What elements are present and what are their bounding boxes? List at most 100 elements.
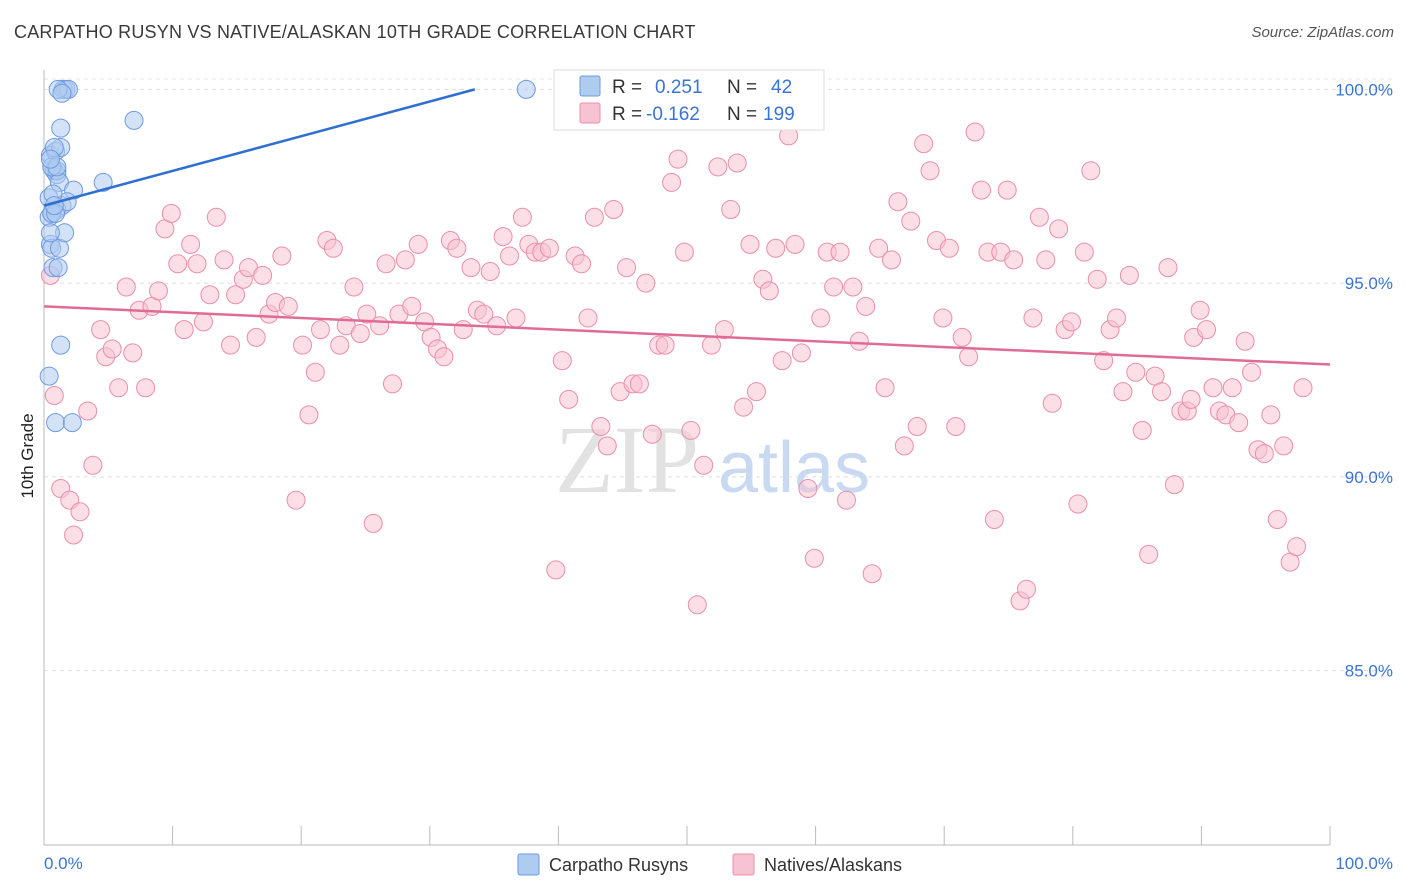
data-point <box>91 320 111 340</box>
data-point <box>272 246 292 266</box>
bottom-legend-label-natives: Natives/Alaskans <box>764 855 902 875</box>
data-point <box>323 238 343 258</box>
data-point <box>123 343 143 363</box>
data-point <box>1242 362 1262 382</box>
data-point <box>278 296 298 316</box>
legend-n-value-natives: 199 <box>763 104 795 125</box>
data-point <box>174 320 194 340</box>
data-point <box>461 258 481 278</box>
data-point <box>357 304 377 324</box>
chart-title: CARPATHO RUSYN VS NATIVE/ALASKAN 10TH GR… <box>14 22 696 42</box>
data-point <box>62 413 82 433</box>
data-point <box>766 238 786 258</box>
data-point <box>330 335 350 355</box>
data-point <box>161 203 181 223</box>
x-tick-label: 100.0% <box>1335 854 1393 873</box>
data-point <box>552 351 572 371</box>
data-point <box>220 335 240 355</box>
data-point <box>200 285 220 305</box>
data-point <box>408 234 428 254</box>
y-tick-label: 90.0% <box>1345 468 1393 487</box>
data-point <box>578 308 598 328</box>
data-point <box>124 110 144 130</box>
data-point <box>214 250 234 270</box>
data-point <box>193 312 213 332</box>
data-point <box>1042 393 1062 413</box>
data-point <box>253 265 273 285</box>
data-point <box>617 258 637 278</box>
data-point <box>1081 161 1101 181</box>
data-point <box>1190 300 1210 320</box>
data-point <box>856 296 876 316</box>
data-point <box>70 502 90 522</box>
y-tick-labels: 85.0% 90.0% 95.0% 100.0% <box>1335 80 1393 680</box>
data-point <box>93 172 113 192</box>
data-point <box>759 281 779 301</box>
legend-swatch-natives <box>579 102 601 124</box>
data-point <box>971 180 991 200</box>
data-point <box>116 277 136 297</box>
trend-line-carpatho-rusyns <box>43 88 476 207</box>
data-point <box>1004 250 1024 270</box>
data-point <box>1126 362 1146 382</box>
data-point <box>48 258 68 278</box>
series-natives-alaskans <box>40 122 1313 615</box>
data-point <box>1087 269 1107 289</box>
data-point <box>1274 436 1294 456</box>
data-point <box>447 238 467 258</box>
y-tick-label: 95.0% <box>1345 274 1393 293</box>
data-point <box>1293 378 1313 398</box>
data-point <box>1017 579 1037 599</box>
data-point <box>1119 265 1139 285</box>
data-point <box>901 211 921 231</box>
legend-r-value-carpatho: 0.251 <box>655 77 703 98</box>
data-point <box>655 335 675 355</box>
data-point <box>480 262 500 281</box>
data-point <box>516 79 536 99</box>
data-point <box>1164 475 1184 495</box>
data-point <box>51 118 71 138</box>
data-point <box>1203 378 1223 398</box>
data-point <box>1287 537 1307 557</box>
data-point <box>791 343 811 363</box>
data-point <box>539 238 559 258</box>
trend-line-natives-alaskans <box>43 305 1331 366</box>
bottom-legend-label-carpatho: Carpatho Rusyns <box>549 855 688 875</box>
data-point <box>148 281 168 301</box>
data-point <box>933 308 953 328</box>
data-point <box>959 347 979 367</box>
data-point <box>512 207 532 227</box>
data-point <box>1062 312 1082 332</box>
data-point <box>572 254 592 274</box>
data-point <box>83 455 103 475</box>
data-point <box>721 200 741 219</box>
data-point <box>136 378 156 398</box>
data-point <box>64 525 84 545</box>
data-point <box>546 560 566 580</box>
data-point <box>1267 510 1287 529</box>
data-point <box>830 242 850 262</box>
data-point <box>40 223 60 243</box>
data-point <box>1197 320 1217 340</box>
data-point <box>1139 544 1159 564</box>
data-point <box>591 417 611 436</box>
data-point <box>862 564 882 584</box>
trend-layer <box>43 88 1331 366</box>
data-point <box>824 277 844 297</box>
data-point <box>798 479 818 498</box>
data-point <box>453 320 473 340</box>
data-point <box>714 320 734 340</box>
data-point <box>965 122 985 142</box>
legend-n-value-carpatho: 42 <box>771 77 792 98</box>
data-point <box>493 227 513 247</box>
data-point <box>914 134 934 154</box>
watermark-zip: ZIP <box>555 406 699 513</box>
data-point <box>1113 382 1133 402</box>
data-point <box>604 200 624 219</box>
data-point <box>888 192 908 212</box>
data-point <box>674 242 694 262</box>
data-point <box>740 234 760 254</box>
data-point <box>869 238 889 258</box>
data-point <box>636 273 656 293</box>
